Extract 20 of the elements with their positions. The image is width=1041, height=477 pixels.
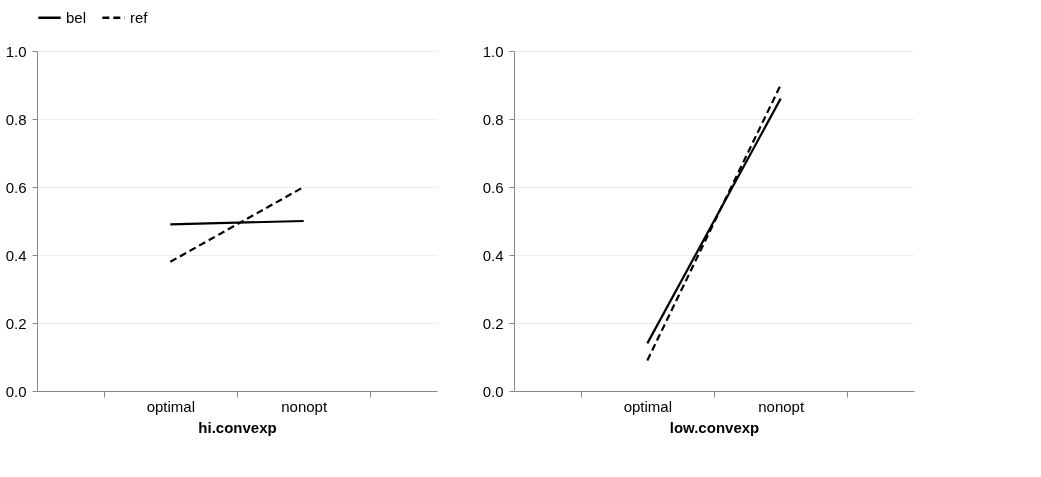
x-tick-label: nonopt — [281, 397, 328, 415]
x-tick-label: nonopt — [758, 397, 805, 415]
x-tick-label: optimal — [146, 397, 196, 415]
y-tick-label: 1.0 — [5, 42, 27, 60]
y-tick-label: 0.0 — [5, 382, 27, 400]
y-tick-label: 0.6 — [482, 178, 504, 196]
y-tick-label: 1.0 — [482, 42, 504, 60]
legend-label: bel — [66, 8, 87, 26]
y-tick-label: 0.2 — [482, 314, 504, 332]
x-axis-title: hi.convexp — [198, 418, 277, 436]
legend-label: ref — [130, 8, 149, 26]
x-axis-title: low.convexp — [669, 418, 760, 436]
y-tick-label: 0.8 — [482, 110, 504, 128]
y-tick-label: 0.4 — [482, 246, 504, 264]
y-tick-label: 0.0 — [482, 382, 504, 400]
x-tick-label: optimal — [623, 397, 673, 415]
y-tick-label: 0.4 — [5, 246, 27, 264]
y-tick-label: 0.2 — [5, 314, 27, 332]
y-tick-label: 0.8 — [5, 110, 27, 128]
y-tick-label: 0.6 — [5, 178, 27, 196]
